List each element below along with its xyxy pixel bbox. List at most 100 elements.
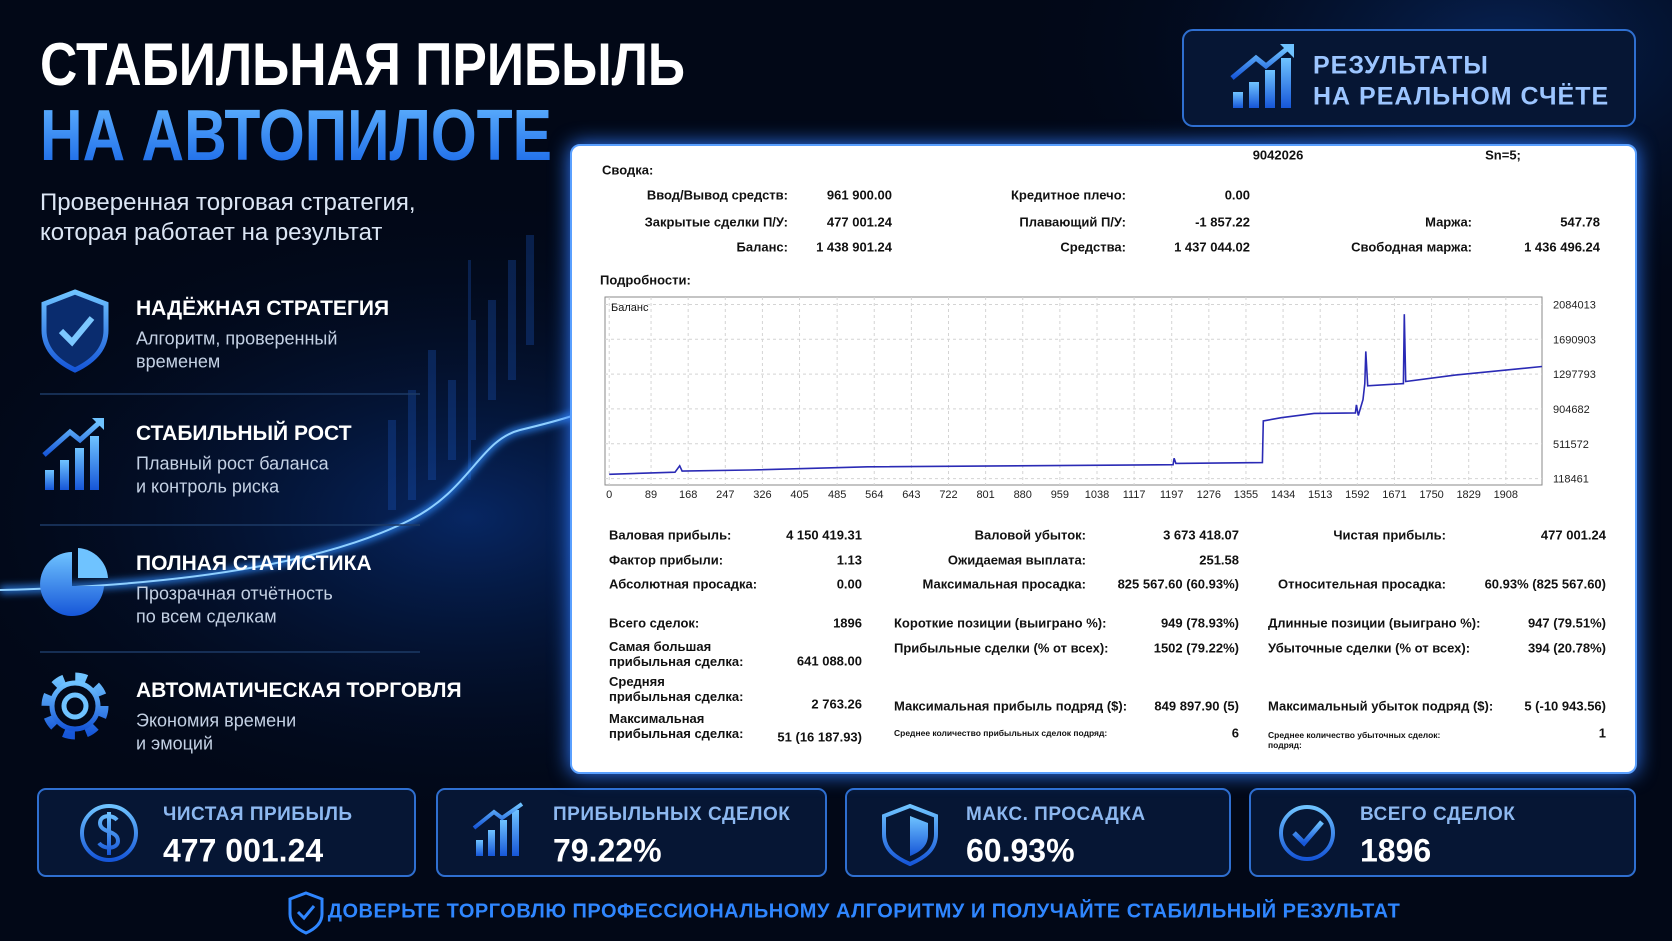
stat-value: 825 567.60 (60.93%) — [1117, 576, 1239, 592]
stat-label: Средняя прибыльная сделка: — [609, 674, 744, 704]
stat-label: Максимальная прибыль подряд ($): — [894, 698, 1128, 714]
kpi-value: 60.93% — [966, 832, 1075, 869]
x-tick-label: 1750 — [1419, 489, 1443, 501]
stat-value: 1502 (79.22%) — [1153, 640, 1239, 656]
summary-label: Закрытые сделки П/У: — [644, 214, 788, 230]
kpi-value: 1896 — [1360, 832, 1432, 869]
stat-value: 1896 — [833, 615, 862, 631]
stat-label: Фактор прибыли: — [609, 552, 724, 568]
section-title: Сводка: — [602, 162, 654, 178]
badge-icon — [1230, 44, 1294, 108]
feature-text: временем — [136, 351, 221, 372]
stat-value: 251.58 — [1199, 552, 1239, 568]
section-title: Подробности: — [600, 272, 691, 288]
kpi-label: ЧИСТАЯ ПРИБЫЛЬ — [163, 804, 353, 826]
feature-icons — [40, 289, 109, 740]
y-tick-label: 904682 — [1553, 404, 1590, 416]
x-tick-label: 247 — [716, 489, 734, 501]
stat-value: 4 150 419.31 — [786, 527, 862, 543]
feature-text: и контроль риска — [136, 476, 280, 497]
summary-value: 1 436 496.24 — [1524, 239, 1600, 255]
x-tick-label: 326 — [753, 489, 771, 501]
subtitle: которая работает на результат — [40, 219, 383, 247]
balance-line — [609, 314, 1543, 476]
y-tick-label: 1690903 — [1553, 334, 1596, 346]
x-tick-label: 89 — [645, 489, 657, 501]
x-tick-label: 643 — [902, 489, 920, 501]
feature-text: Экономия времени — [136, 710, 297, 731]
stat-label: Самая большая прибыльная сделка: — [609, 639, 744, 669]
x-tick-label: 722 — [939, 489, 957, 501]
stat-label: Абсолютная просадка: — [609, 576, 758, 592]
x-tick-label: 1829 — [1456, 489, 1480, 501]
x-tick-label: 1513 — [1308, 489, 1332, 501]
kpi-label: ВСЕГО СДЕЛОК — [1360, 804, 1516, 826]
stat-label: Относительная просадка: — [1278, 576, 1446, 592]
summary-label: Кредитное плечо: — [1010, 187, 1126, 203]
stat-label: Максимальная прибыльная сделка: — [609, 711, 744, 741]
x-tick-label: 485 — [828, 489, 846, 501]
footer: ДОВЕРЬТЕ ТОРГОВЛЮ ПРОФЕССИОНАЛЬНОМУ АЛГО… — [327, 900, 1401, 923]
account: 9042026 — [1252, 147, 1304, 163]
stat-value: 0.00 — [836, 576, 862, 592]
summary-value: 1 437 044.02 — [1174, 239, 1250, 255]
summary-value: 547.78 — [1560, 214, 1600, 230]
stat-value: 60.93% (825 567.60) — [1484, 576, 1606, 592]
x-tick-label: 1671 — [1382, 489, 1406, 501]
x-tick-label: 168 — [679, 489, 697, 501]
title-accent: НА АВТОПИЛОТЕ — [40, 96, 552, 176]
y-tick-label: 118461 — [1553, 474, 1589, 486]
feature-text: Алгоритм, проверенный — [136, 328, 338, 349]
feature-text: Прозрачная отчётность — [136, 583, 333, 604]
summary-label: Баланс: — [736, 239, 788, 255]
stat-value: 6 — [1231, 725, 1239, 741]
x-tick-label: 0 — [606, 489, 612, 501]
stat-label: Прибыльные сделки (% от всех): — [894, 640, 1109, 656]
x-tick-label: 1908 — [1494, 489, 1518, 501]
stat-label: Среднее количество прибыльных сделок под… — [894, 728, 1108, 739]
x-tick-label: 959 — [1051, 489, 1069, 501]
summary-value: -1 857.22 — [1195, 214, 1250, 230]
feature-title: СТАБИЛЬНЫЙ РОСТ — [136, 421, 352, 445]
x-tick-label: 1276 — [1197, 489, 1221, 501]
legend: Баланс — [611, 302, 649, 314]
kpi-value: 477 001.24 — [163, 832, 324, 869]
badge-text: РЕЗУЛЬТАТЫ — [1313, 51, 1489, 80]
summary-value: 477 001.24 — [826, 214, 892, 230]
stat-value: 394 (20.78%) — [1527, 640, 1606, 656]
stat-label: Валовой убыток: — [974, 527, 1086, 543]
kpi-value: 79.22% — [553, 832, 662, 869]
summary-value: 1 438 901.24 — [816, 239, 892, 255]
x-tick-label: 801 — [976, 489, 994, 501]
summary-label: Маржа: — [1425, 214, 1472, 230]
kpi-icons — [80, 802, 1335, 867]
feature-text: Плавный рост баланса — [136, 453, 329, 474]
stat-value: 1.13 — [836, 552, 862, 568]
stat-value: 51 (16 187.93) — [777, 729, 862, 745]
stat-label: Среднее количество убыточных сделок: под… — [1268, 730, 1441, 750]
x-tick-label: 1117 — [1123, 489, 1146, 501]
stat-value: 641 088.00 — [796, 653, 862, 669]
x-tick-label: 1592 — [1345, 489, 1369, 501]
summary-label: Свободная маржа: — [1351, 239, 1472, 255]
kpi-label: ПРИБЫЛЬНЫХ СДЕЛОК — [553, 804, 791, 826]
y-tick-label: 511572 — [1553, 439, 1589, 451]
stat-value: 1 — [1598, 725, 1606, 741]
footer-icon — [288, 891, 324, 935]
stat-value: 3 673 418.07 — [1163, 527, 1239, 543]
summary-label: Плавающий П/У: — [1019, 214, 1126, 230]
stat-value: 849 897.90 (5) — [1154, 698, 1239, 714]
plot-area — [604, 296, 1543, 486]
summary-value: 0.00 — [1224, 187, 1250, 203]
x-tick-label: 405 — [790, 489, 808, 501]
stat-label: Максимальная просадка: — [922, 576, 1086, 592]
stat-label: Максимальный убыток подряд ($): — [1268, 698, 1494, 714]
x-tick-label: 1355 — [1234, 489, 1258, 501]
stat-label: Ожидаемая выплата: — [947, 552, 1086, 568]
y-tick-label: 2084013 — [1553, 299, 1596, 311]
stat-label: Длинные позиции (выиграно %): — [1268, 615, 1481, 631]
stat-value: 949 (78.93%) — [1160, 615, 1239, 631]
x-tick-label: 1038 — [1085, 489, 1109, 501]
